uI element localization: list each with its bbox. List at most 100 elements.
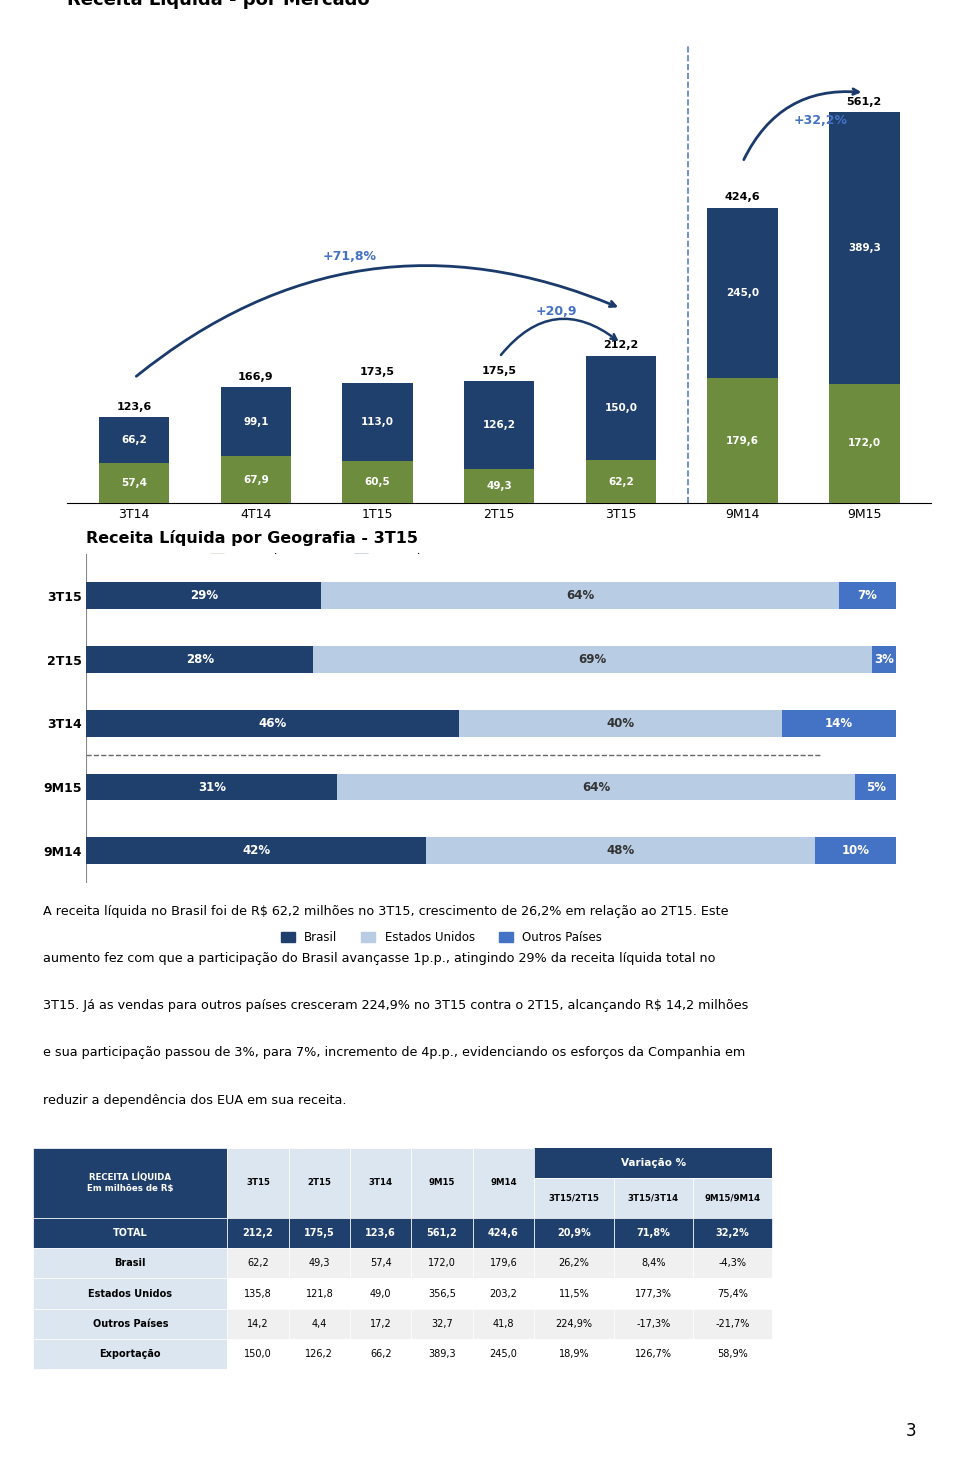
- Bar: [412, 1218, 472, 1247]
- Text: 8,4%: 8,4%: [641, 1258, 665, 1268]
- Text: Receita Líquida - por Mercado: Receita Líquida - por Mercado: [67, 0, 370, 9]
- Text: 3T15/3T14: 3T15/3T14: [628, 1193, 679, 1202]
- Text: 389,3: 389,3: [428, 1350, 456, 1360]
- Text: 123,6: 123,6: [366, 1228, 396, 1237]
- Bar: [412, 1309, 472, 1339]
- Bar: [472, 1278, 534, 1309]
- Bar: [613, 1278, 693, 1309]
- Bar: [34, 1309, 228, 1339]
- Text: 561,2: 561,2: [427, 1228, 458, 1237]
- Text: 11,5%: 11,5%: [559, 1288, 589, 1299]
- Bar: [412, 1247, 472, 1278]
- Text: 18,9%: 18,9%: [559, 1350, 589, 1360]
- Text: 3T15. Já as vendas para outros países cresceram 224,9% no 3T15 contra o 2T15, al: 3T15. Já as vendas para outros países cr…: [43, 999, 748, 1013]
- Text: 389,3: 389,3: [848, 244, 880, 252]
- Bar: [693, 1339, 773, 1370]
- Text: 14,2: 14,2: [247, 1319, 269, 1329]
- Bar: [829, 384, 900, 503]
- Bar: [613, 1309, 693, 1339]
- Bar: [228, 1218, 289, 1247]
- Text: 7%: 7%: [857, 589, 877, 603]
- Bar: [472, 1247, 534, 1278]
- Bar: [534, 1309, 613, 1339]
- Text: +32,2%: +32,2%: [794, 114, 848, 127]
- Text: 150,0: 150,0: [605, 403, 637, 413]
- Text: 31%: 31%: [198, 781, 226, 794]
- Text: 203,2: 203,2: [490, 1288, 517, 1299]
- Text: TOTAL: TOTAL: [113, 1228, 148, 1237]
- Text: +20,9: +20,9: [536, 305, 577, 318]
- Text: RECEITA LÍQUIDA
Em milhões de R$: RECEITA LÍQUIDA Em milhões de R$: [87, 1173, 174, 1193]
- Bar: [426, 837, 815, 864]
- Text: 49,3: 49,3: [487, 481, 512, 492]
- Text: 49,0: 49,0: [370, 1288, 392, 1299]
- Text: 150,0: 150,0: [244, 1350, 272, 1360]
- Text: e sua participação passou de 3%, para 7%, incremento de 4p.p., evidenciando os e: e sua participação passou de 3%, para 7%…: [43, 1046, 745, 1059]
- Text: 2T15: 2T15: [307, 1179, 331, 1188]
- Text: 175,5: 175,5: [482, 366, 516, 375]
- Text: Outros Países: Outros Países: [92, 1319, 168, 1329]
- Bar: [472, 1309, 534, 1339]
- Bar: [34, 1278, 228, 1309]
- Bar: [228, 1309, 289, 1339]
- Text: Receita Líquida por Geografia - 3T15: Receita Líquida por Geografia - 3T15: [86, 530, 419, 546]
- Text: 356,5: 356,5: [428, 1288, 456, 1299]
- Text: 66,2: 66,2: [370, 1350, 392, 1360]
- Text: 126,7%: 126,7%: [635, 1350, 672, 1360]
- Bar: [228, 1339, 289, 1370]
- Bar: [86, 646, 313, 673]
- Bar: [289, 1309, 350, 1339]
- Text: 62,2: 62,2: [247, 1258, 269, 1268]
- Bar: [322, 582, 839, 610]
- Text: 62,2: 62,2: [608, 477, 634, 487]
- Text: 4,4: 4,4: [312, 1319, 327, 1329]
- Text: -17,3%: -17,3%: [636, 1319, 670, 1329]
- Bar: [412, 1339, 472, 1370]
- Text: Exportação: Exportação: [100, 1350, 161, 1360]
- Text: 9M14: 9M14: [491, 1179, 516, 1188]
- Bar: [221, 457, 291, 503]
- Bar: [472, 1148, 534, 1218]
- Text: 166,9: 166,9: [238, 372, 274, 382]
- Bar: [708, 378, 778, 503]
- Bar: [337, 773, 855, 801]
- Text: 32,2%: 32,2%: [716, 1228, 750, 1237]
- Text: 126,2: 126,2: [305, 1350, 333, 1360]
- Text: 3T15: 3T15: [246, 1179, 270, 1188]
- Bar: [350, 1218, 412, 1247]
- Bar: [86, 582, 322, 610]
- Text: 179,6: 179,6: [490, 1258, 517, 1268]
- Bar: [86, 837, 426, 864]
- Bar: [289, 1278, 350, 1309]
- Text: 424,6: 424,6: [725, 193, 760, 203]
- Text: 64%: 64%: [582, 781, 611, 794]
- Text: 58,9%: 58,9%: [717, 1350, 748, 1360]
- Text: 245,0: 245,0: [490, 1350, 517, 1360]
- Bar: [289, 1247, 350, 1278]
- Bar: [815, 837, 896, 864]
- Text: 69%: 69%: [578, 654, 607, 667]
- Bar: [412, 1278, 472, 1309]
- Text: -21,7%: -21,7%: [715, 1319, 750, 1329]
- Bar: [350, 1339, 412, 1370]
- Text: 3T15/2T15: 3T15/2T15: [548, 1193, 599, 1202]
- Text: 17,2: 17,2: [370, 1319, 392, 1329]
- Bar: [534, 1218, 613, 1247]
- Text: 123,6: 123,6: [116, 401, 152, 411]
- Text: 245,0: 245,0: [726, 287, 759, 298]
- Text: +71,8%: +71,8%: [323, 249, 376, 263]
- Text: 29%: 29%: [190, 589, 218, 603]
- Legend: Mercado Interno, Mercado Externo: Mercado Interno, Mercado Externo: [205, 549, 482, 570]
- Bar: [693, 1309, 773, 1339]
- Text: 3: 3: [906, 1421, 917, 1440]
- Text: 32,7: 32,7: [431, 1319, 453, 1329]
- Text: 48%: 48%: [607, 845, 635, 858]
- Bar: [693, 1247, 773, 1278]
- Bar: [693, 1177, 773, 1218]
- Bar: [613, 1247, 693, 1278]
- Bar: [221, 387, 291, 457]
- Text: Brasil: Brasil: [114, 1258, 146, 1268]
- Text: 177,3%: 177,3%: [635, 1288, 672, 1299]
- Bar: [350, 1148, 412, 1218]
- Text: Estados Unidos: Estados Unidos: [88, 1288, 173, 1299]
